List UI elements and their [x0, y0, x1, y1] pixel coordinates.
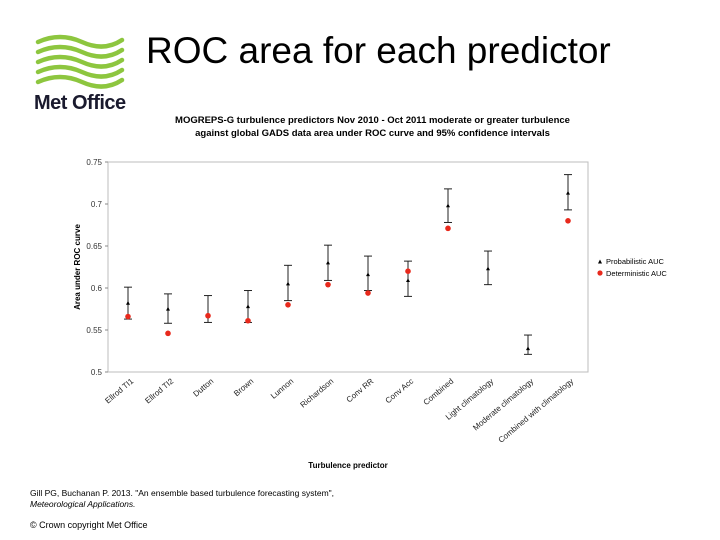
deterministic-point [205, 312, 211, 319]
plot-area [107, 161, 589, 373]
chart-title-line2: against global GADS data area under ROC … [195, 128, 550, 139]
citation-authors: Gill PG, Buchanan P. 2013. "An ensemble … [30, 488, 335, 498]
deterministic-point [325, 281, 331, 288]
x-tick-label: Ellrod TI2 [143, 376, 175, 405]
deterministic-point [165, 330, 171, 337]
probabilistic-point [126, 300, 130, 305]
legend-marker-deterministic [597, 270, 603, 276]
x-tick-label: Brown [232, 377, 255, 398]
legend-marker-probabilistic [598, 259, 602, 264]
copyright: © Crown copyright Met Office [30, 520, 148, 530]
probabilistic-point [246, 304, 250, 309]
probabilistic-point [406, 278, 410, 283]
x-tick-label: Combined [422, 377, 456, 407]
deterministic-point [405, 268, 411, 275]
x-tick-label: Ellrod TI1 [103, 376, 135, 405]
probabilistic-point [526, 346, 530, 351]
probabilistic-point [566, 190, 570, 195]
y-tick-label: 0.55 [86, 326, 102, 335]
deterministic-point [365, 290, 371, 296]
x-tick-label: Conv RR [345, 376, 376, 404]
met-office-logo [35, 34, 125, 89]
y-axis-label: Area under ROC curve [73, 224, 82, 310]
probabilistic-point [166, 306, 170, 311]
deterministic-point [285, 302, 291, 308]
y-tick-label: 0.7 [91, 200, 103, 209]
probabilistic-point [366, 272, 370, 277]
y-tick-label: 0.5 [91, 368, 103, 377]
x-tick-label: Combined with climatology [497, 377, 576, 445]
deterministic-point [245, 317, 251, 324]
x-tick-label: Conv Acc [384, 377, 416, 406]
x-tick-label: Dutton [191, 377, 215, 399]
probabilistic-point [326, 260, 330, 265]
x-tick-label: Richardson [298, 377, 335, 410]
citation-journal: Meteorological Applications. [30, 499, 136, 509]
logo-text: Met Office [34, 92, 126, 114]
y-tick-label: 0.75 [86, 158, 102, 167]
deterministic-point [445, 225, 451, 232]
y-tick-label: 0.65 [86, 242, 102, 251]
logo-wave-icon [35, 34, 125, 89]
legend-label-probabilistic: Probabilistic AUC [606, 257, 665, 266]
x-axis-label: Turbulence predictor [308, 461, 387, 470]
probabilistic-point [486, 266, 490, 271]
y-tick-label: 0.6 [91, 284, 103, 293]
probabilistic-point [446, 203, 450, 208]
legend-label-deterministic: Deterministic AUC [606, 269, 667, 278]
probabilistic-point [286, 281, 290, 286]
chart-title: MOGREPS-G turbulence predictors Nov 2010… [120, 114, 625, 140]
chart-title-line1: MOGREPS-G turbulence predictors Nov 2010… [175, 115, 570, 126]
deterministic-point [565, 218, 571, 224]
slide-title: ROC area for each predictor [146, 30, 611, 71]
deterministic-point [125, 313, 131, 320]
x-tick-label: Lunnon [269, 377, 295, 401]
citation: Gill PG, Buchanan P. 2013. "An ensemble … [30, 488, 334, 510]
